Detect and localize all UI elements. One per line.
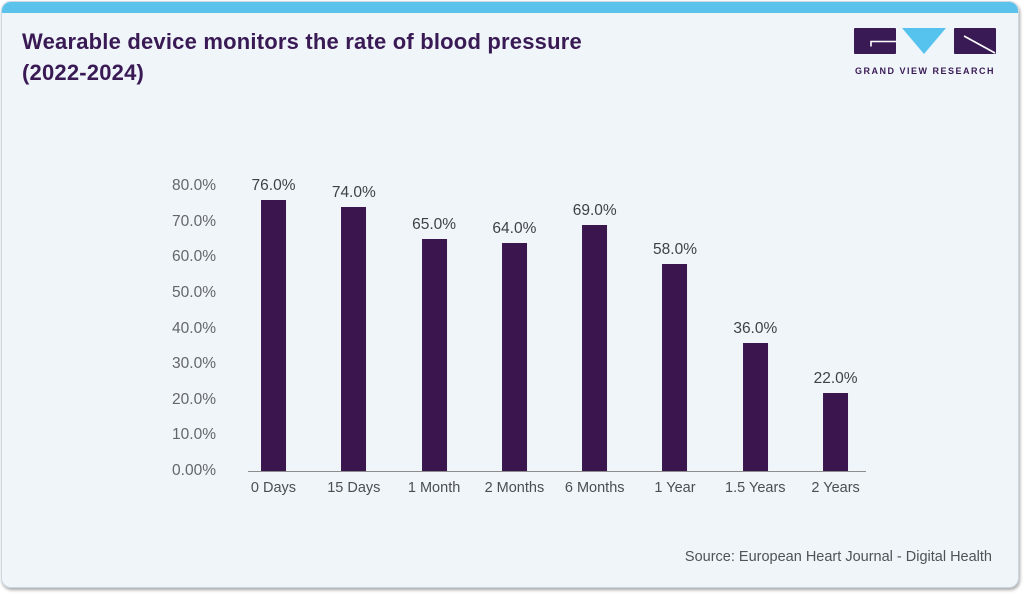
bar-value-label: 65.0%: [412, 216, 457, 234]
y-tick-label: 30.0%: [172, 355, 216, 373]
bar: [501, 243, 527, 471]
bar-group: 65.0%: [412, 216, 456, 471]
gvr-logo-text: GRAND VIEW RESEARCH: [854, 66, 995, 76]
top-accent-bar: [2, 2, 1018, 13]
x-tick-label: 1 Month: [407, 480, 461, 496]
bar-value-label: 74.0%: [331, 184, 376, 202]
bar-value-label: 58.0%: [653, 241, 697, 259]
y-tick-label: 0.00%: [172, 462, 216, 479]
bar: [823, 392, 849, 471]
x-tick-label: 0 Days: [250, 480, 297, 496]
y-tick-label: 70.0%: [172, 212, 216, 230]
bar: [260, 200, 286, 471]
source-caption: Source: European Heart Journal - Digital…: [684, 549, 992, 565]
bar-value-label: 69.0%: [572, 202, 617, 220]
bar-value-label: 76.0%: [251, 177, 296, 195]
bar-group: 64.0%: [492, 220, 536, 471]
gvr-logo-v-triangle: [902, 28, 946, 54]
x-tick-label: 15 Days: [327, 480, 381, 496]
bar-value-label: 22.0%: [813, 369, 858, 387]
gvr-logo-r-stroke: [963, 35, 996, 54]
chart-title: Wearable device monitors the rate of blo…: [22, 29, 582, 85]
bar-group: 74.0%: [332, 184, 376, 471]
x-tick-label: 2 Months: [484, 480, 545, 496]
bar-group: 76.0%: [251, 177, 296, 471]
bar: [582, 225, 608, 471]
gvr-logo: GRAND VIEW RESEARCH: [854, 28, 996, 76]
plot-area: 76.0% 74.0% 65.0% 64.0% 69.0% 58.0% 36.0% 22.0%: [248, 177, 866, 472]
bar: [421, 239, 447, 471]
x-tick-label: 6 Months: [564, 480, 625, 496]
bar-group: 69.0%: [573, 202, 617, 471]
x-axis-labels: 0 Days 15 Days 1 Month 2 Months 6 Months 1 Ye…: [248, 480, 866, 500]
gvr-logo-g-stroke: [870, 40, 896, 47]
y-tick-label: 10.0%: [172, 426, 216, 444]
bar: [662, 264, 688, 471]
y-tick-label: 80.0%: [172, 177, 216, 194]
x-tick-label: 1 Year: [654, 480, 696, 496]
bar: [742, 342, 768, 471]
y-tick-label: 60.0%: [172, 248, 216, 266]
bar-group: 22.0%: [814, 370, 858, 471]
x-tick-label: 2 Years: [811, 480, 860, 496]
y-tick-label: 40.0%: [172, 319, 216, 337]
bar-group: 58.0%: [653, 241, 697, 471]
gvr-logo-mark: [854, 28, 996, 54]
x-tick-label: 1.5 Years: [725, 480, 786, 496]
y-tick-label: 50.0%: [172, 283, 216, 301]
bar: [341, 207, 367, 471]
bar-value-label: 36.0%: [733, 319, 778, 337]
y-tick-label: 20.0%: [172, 390, 216, 408]
y-axis: 80.0% 70.0% 60.0% 50.0% 40.0% 30.0% 20.0% 10.0%…: [141, 177, 248, 479]
bar-group: 36.0%: [733, 320, 777, 471]
bar-value-label: 64.0%: [492, 220, 537, 237]
